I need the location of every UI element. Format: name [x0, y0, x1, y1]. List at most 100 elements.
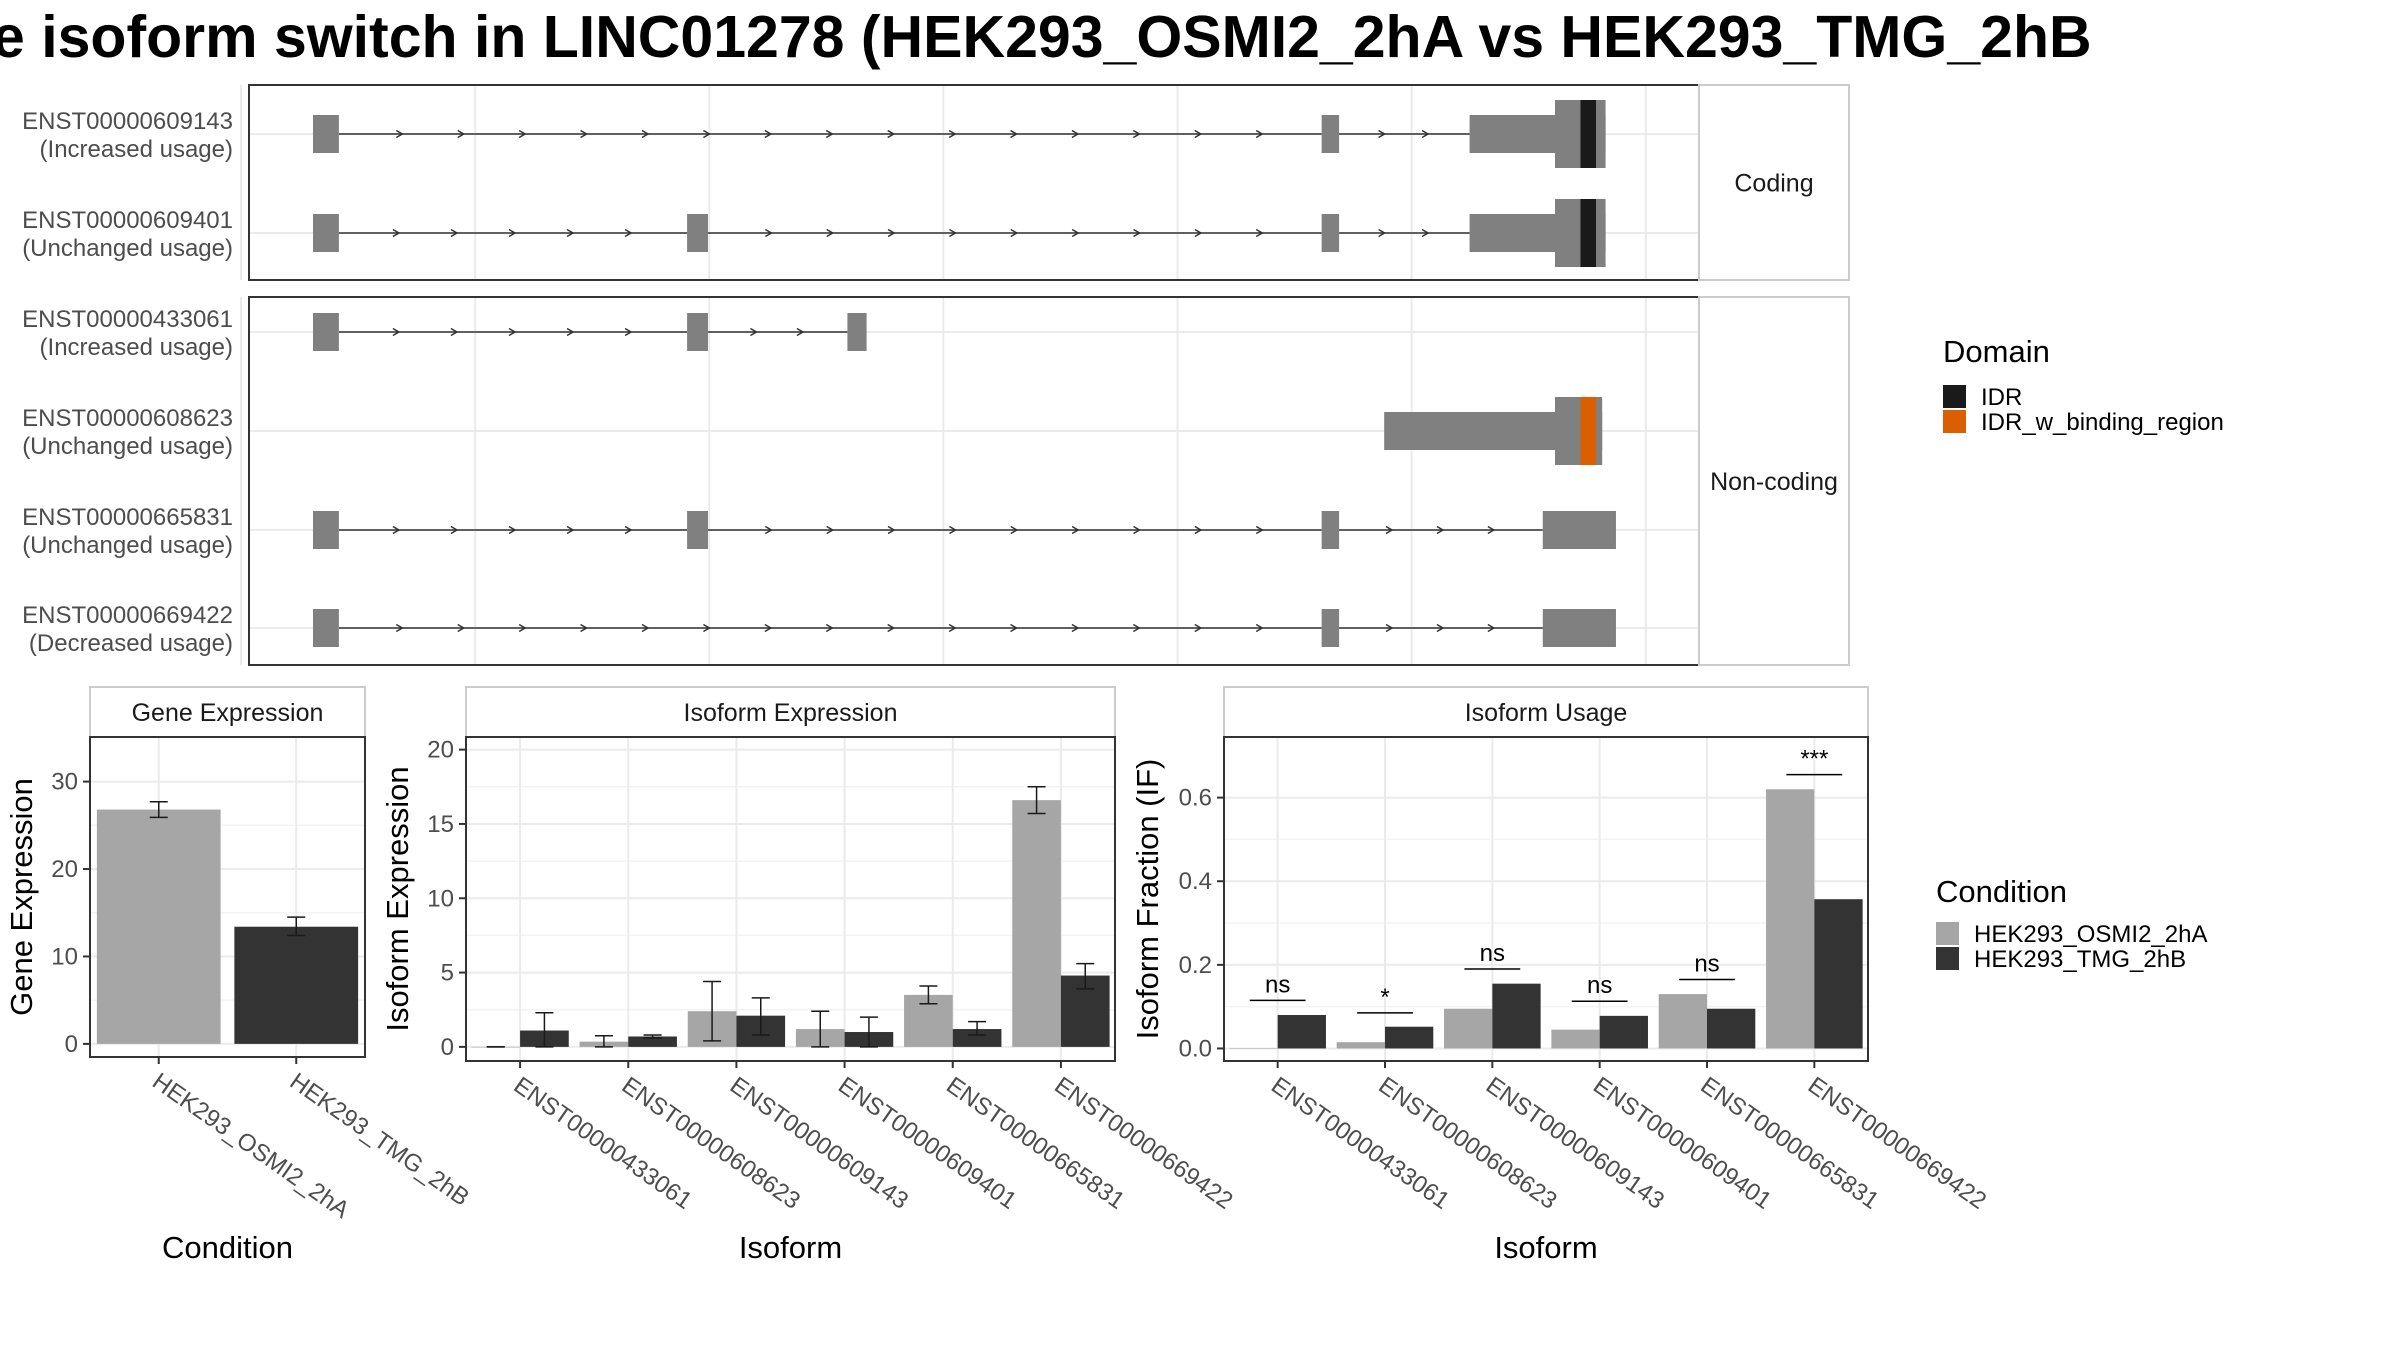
intron-direction-arrow — [566, 525, 575, 535]
intron-direction-arrow — [826, 228, 835, 238]
intron-direction-arrow — [1255, 228, 1264, 238]
intron-direction-arrow — [825, 129, 834, 139]
significance-label: ns — [1587, 972, 1612, 999]
x-tick-label: ENST00000609143 — [1481, 1072, 1669, 1215]
intron-direction-arrow — [1071, 228, 1080, 238]
facet-strip — [1698, 84, 1850, 281]
exon-block — [1542, 609, 1616, 647]
intron-direction-arrow — [703, 623, 711, 633]
intron-direction-arrow — [450, 228, 459, 238]
intron-direction-arrow — [395, 623, 404, 633]
x-tick-label: ENST00000609143 — [725, 1072, 913, 1215]
error-bar — [811, 1010, 830, 1048]
intron-direction-arrow — [641, 129, 650, 139]
figure-title: e isoform switch in LINC01278 (HEK293_OS… — [0, 4, 2092, 70]
facet-strip — [1698, 296, 1850, 666]
intron-direction-arrow — [1010, 228, 1019, 238]
y-tick-label: 0.0 — [1179, 1035, 1212, 1062]
panel-border — [89, 736, 366, 1058]
error-bar — [859, 1016, 878, 1048]
x-axis-title: Isoform — [739, 1230, 842, 1265]
error-bar — [703, 980, 722, 1042]
intron-direction-arrow — [1487, 525, 1496, 535]
intron-direction-arrow — [949, 525, 957, 535]
facet-strip-label: Isoform Usage — [1465, 699, 1628, 727]
intron-direction-arrow — [1378, 129, 1387, 139]
intron-direction-arrow — [948, 129, 957, 139]
error-bar — [1027, 786, 1046, 815]
exon-block — [1542, 511, 1616, 549]
intron-direction-arrow — [508, 228, 517, 238]
bar — [1277, 1015, 1326, 1049]
intron-direction-arrow — [1487, 623, 1496, 633]
y-tick-label: 5 — [441, 960, 454, 987]
bar — [1336, 1042, 1385, 1049]
intron-direction-arrow — [949, 228, 957, 238]
x-tick-label: ENST00000665831 — [941, 1072, 1129, 1215]
transcript-usage-label: (Increased usage) — [40, 136, 233, 163]
intron-direction-arrow — [518, 129, 527, 139]
transcript-usage-label: (Unchanged usage) — [22, 235, 233, 262]
domain-legend-swatch — [1943, 385, 1966, 408]
facet-strip-label: Non-coding — [1710, 468, 1838, 496]
intron-direction-arrow — [1436, 623, 1445, 633]
error-bar — [968, 1020, 987, 1036]
error-bar — [149, 800, 168, 819]
intron-direction-arrow — [1010, 525, 1019, 535]
bar — [1599, 1015, 1648, 1049]
intron-direction-arrow — [395, 129, 404, 139]
intron-direction-arrow — [887, 129, 896, 139]
significance-label: ns — [1694, 950, 1719, 977]
intron-direction-arrow — [580, 623, 589, 633]
intron-direction-arrow — [457, 129, 466, 139]
transcript-id-label: ENST00000433061 — [22, 306, 233, 333]
panel-background — [249, 85, 1699, 280]
y-tick-label: 0 — [441, 1034, 454, 1061]
bar — [1492, 983, 1541, 1049]
intron-direction-arrow — [518, 623, 527, 633]
exon-block — [687, 313, 708, 351]
x-tick-label: ENST00000433061 — [1266, 1072, 1454, 1215]
intron-direction-arrow — [1010, 129, 1019, 139]
error-bar — [643, 1034, 662, 1039]
intron-direction-arrow — [796, 327, 805, 337]
intron-direction-arrow — [887, 228, 896, 238]
facet-strip — [89, 686, 366, 738]
intron-direction-arrow — [1071, 129, 1080, 139]
exon-block — [313, 214, 339, 252]
transcript-id-label: ENST00000609401 — [22, 207, 233, 234]
y-tick-label: 10 — [427, 885, 454, 912]
intron-direction-arrow — [1421, 129, 1430, 139]
bar — [1229, 1048, 1278, 1049]
significance-label: *** — [1800, 746, 1828, 773]
intron-direction-arrow — [764, 129, 773, 139]
transcript-id-label: ENST00000608623 — [22, 405, 233, 432]
transcript-row: ENST00000669422(Decreased usage) — [22, 602, 1616, 657]
exon-block — [313, 511, 339, 549]
condition-legend-title: Condition — [1936, 874, 2067, 909]
y-tick-label: 0.4 — [1179, 868, 1212, 895]
intron-direction-arrow — [764, 525, 773, 535]
transcript-row: ENST00000433061(Increased usage) — [22, 306, 867, 361]
x-axis-title: Isoform — [1494, 1230, 1597, 1265]
panel-border — [1223, 736, 1869, 1062]
exon-block — [1321, 214, 1340, 252]
exon-block — [313, 313, 339, 351]
bar — [1766, 789, 1815, 1049]
intron-direction-arrow — [826, 525, 835, 535]
panel-border — [465, 736, 1116, 1062]
intron-direction-arrow — [450, 525, 459, 535]
bar — [1814, 899, 1863, 1049]
condition-legend-swatch — [1936, 922, 1959, 945]
x-tick-label: ENST00000609401 — [1588, 1072, 1776, 1215]
y-tick-label: 10 — [51, 943, 78, 970]
intron-direction-arrow — [1255, 623, 1264, 633]
bar — [1385, 1026, 1434, 1049]
y-tick-label: 20 — [427, 737, 454, 764]
facet-strip — [1223, 686, 1869, 738]
bar — [1551, 1029, 1600, 1049]
intron-direction-arrow — [624, 228, 633, 238]
intron-direction-arrow — [457, 623, 466, 633]
